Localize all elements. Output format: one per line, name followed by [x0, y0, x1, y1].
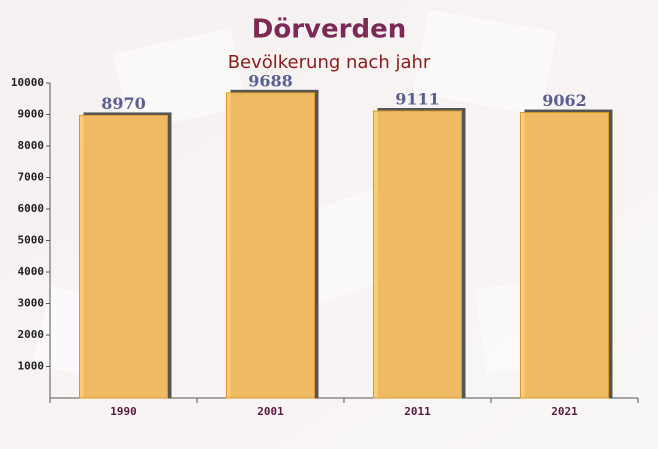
y-tick-label: 1000 — [18, 360, 45, 373]
y-tick-label: 8000 — [18, 139, 45, 152]
bar — [373, 110, 462, 399]
chart-title: Dörverden — [252, 15, 406, 45]
bar — [520, 112, 609, 399]
y-tick-label: 3000 — [18, 297, 45, 310]
x-tick-label: 1990 — [110, 405, 137, 418]
x-tick-label: 2021 — [551, 405, 578, 418]
x-tick-label: 2001 — [257, 405, 284, 418]
value-label: 9062 — [542, 91, 587, 110]
y-tick-label: 9000 — [18, 108, 45, 121]
value-label: 8970 — [101, 94, 146, 113]
value-label: 9688 — [248, 71, 293, 90]
y-tick-label: 2000 — [18, 328, 45, 341]
bar — [226, 92, 315, 399]
y-tick-label: 7000 — [18, 171, 45, 184]
chart-subtitle: Bevölkerung nach jahr — [228, 52, 431, 73]
x-tick-label: 2011 — [404, 405, 431, 418]
y-tick-label: 10000 — [11, 76, 44, 89]
bar — [79, 114, 168, 399]
y-tick-label: 4000 — [18, 265, 45, 278]
y-tick-label: 6000 — [18, 202, 45, 215]
y-tick-label: 5000 — [18, 234, 45, 247]
value-label: 9111 — [395, 90, 440, 109]
